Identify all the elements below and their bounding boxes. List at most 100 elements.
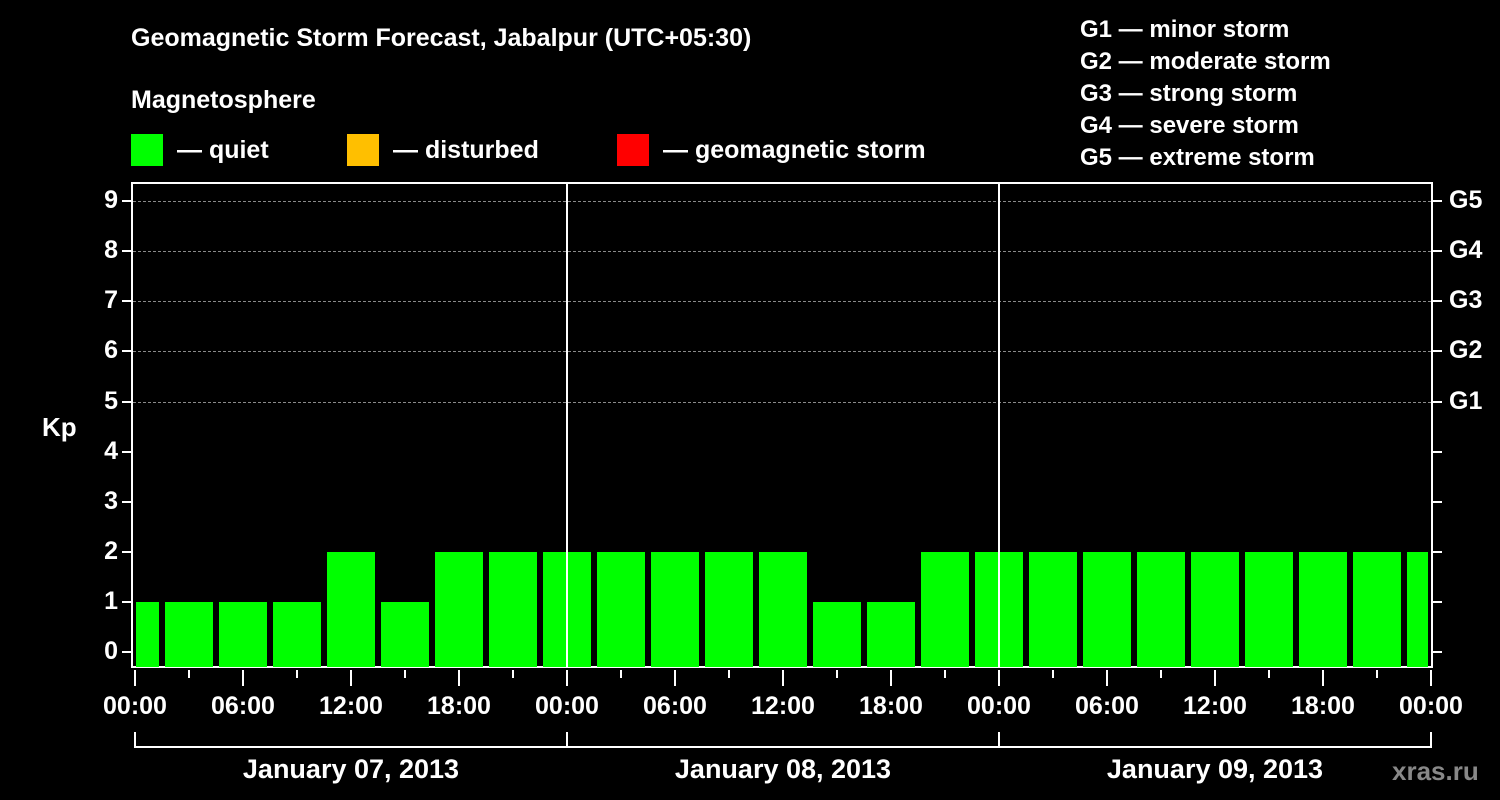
y-tick-right (1433, 250, 1442, 253)
kp-bar (219, 601, 267, 667)
day-separator (566, 183, 568, 667)
kp-bar (1353, 551, 1401, 667)
y-tick (122, 300, 131, 303)
grid-line (133, 301, 1431, 303)
y-tick-right (1433, 450, 1442, 453)
kp-bar (867, 601, 915, 667)
g-scale-list: G1 — minor storm G2 — moderate storm G3 … (1080, 14, 1331, 174)
x-tick (566, 670, 568, 686)
date-bracket-tick (566, 732, 568, 748)
x-tick (1106, 670, 1108, 686)
legend-disturbed-label: — disturbed (393, 135, 539, 164)
x-tick (296, 670, 298, 678)
y-axis-label: Kp (42, 412, 77, 442)
kp-bar (1191, 551, 1239, 667)
x-tick-label: 06:00 (1075, 692, 1139, 720)
x-tick-label: 12:00 (1183, 692, 1247, 720)
kp-bar (273, 601, 321, 667)
x-tick-label: 12:00 (319, 692, 383, 720)
y-tick (122, 550, 131, 553)
storm-swatch-icon (617, 134, 649, 166)
grid-line (133, 201, 1431, 203)
g-level-label: G4 (1449, 236, 1483, 265)
y-tick-label: 9 (104, 186, 118, 215)
kp-bar (489, 551, 537, 667)
y-tick-right (1433, 550, 1442, 553)
y-tick (122, 350, 131, 353)
plot-area (131, 182, 1433, 668)
g-scale-item: G3 — strong storm (1080, 80, 1298, 107)
y-tick-right (1433, 651, 1442, 653)
y-tick-right (1433, 350, 1442, 353)
g-level-label: G3 (1449, 286, 1483, 315)
y-tick-label: 1 (104, 586, 118, 615)
y-tick (122, 200, 131, 203)
x-tick (890, 670, 892, 686)
date-bracket-tick (134, 732, 136, 748)
x-tick-label: 00:00 (535, 692, 599, 720)
kp-bar (1029, 551, 1077, 667)
quiet-swatch-icon (131, 134, 163, 166)
x-tick (404, 670, 406, 678)
y-tick-right (1433, 200, 1442, 203)
x-tick (512, 670, 514, 678)
y-tick (122, 500, 131, 503)
y-tick (122, 651, 131, 653)
y-tick-label: 7 (104, 286, 118, 315)
grid-line (133, 251, 1431, 253)
x-tick (1430, 670, 1432, 686)
kp-bar (651, 551, 699, 667)
g-scale-item: G5 — extreme storm (1080, 144, 1315, 171)
g-level-label: G5 (1449, 186, 1483, 215)
y-tick (122, 250, 131, 253)
kp-bar (1299, 551, 1347, 667)
legend-quiet-label: — quiet (177, 135, 269, 164)
x-tick (350, 670, 352, 686)
kp-bar (327, 551, 375, 667)
x-tick (134, 670, 136, 686)
x-tick (458, 670, 460, 686)
y-tick-right (1433, 300, 1442, 303)
x-tick (836, 670, 838, 678)
x-tick (1160, 670, 1162, 678)
legend-storm: — geomagnetic storm (617, 134, 926, 166)
chart-title: Geomagnetic Storm Forecast, Jabalpur (UT… (131, 24, 752, 52)
kp-bar (136, 601, 159, 667)
legend-title: Magnetosphere (131, 86, 316, 114)
kp-bar (813, 601, 861, 667)
x-tick (674, 670, 676, 686)
date-bracket (134, 746, 1430, 748)
date-bracket-tick (1430, 732, 1432, 748)
g-scale-item: G1 — minor storm (1080, 16, 1290, 43)
x-tick (1052, 670, 1054, 678)
x-tick-label: 06:00 (643, 692, 707, 720)
x-tick-label: 00:00 (1399, 692, 1463, 720)
kp-bar (705, 551, 753, 667)
y-tick (122, 400, 131, 403)
legend-quiet: — quiet (131, 134, 269, 166)
x-tick (782, 670, 784, 686)
watermark: xras.ru (1392, 756, 1479, 786)
y-tick (122, 600, 131, 603)
y-tick-label: 4 (104, 436, 118, 465)
legend-disturbed: — disturbed (347, 134, 539, 166)
x-tick (620, 670, 622, 678)
legend-storm-label: — geomagnetic storm (663, 135, 926, 164)
x-tick (1322, 670, 1324, 686)
x-tick-label: 12:00 (751, 692, 815, 720)
x-tick-label: 00:00 (967, 692, 1031, 720)
date-label: January 08, 2013 (674, 754, 892, 784)
g-level-label: G2 (1449, 336, 1483, 365)
y-tick-label: 0 (104, 637, 118, 665)
x-tick-label: 00:00 (103, 692, 167, 720)
x-tick-label: 18:00 (1291, 692, 1355, 720)
y-tick-label: 6 (104, 336, 118, 365)
date-bracket-tick (998, 732, 1000, 748)
x-tick-label: 18:00 (859, 692, 923, 720)
x-tick (944, 670, 946, 678)
kp-bar (435, 551, 483, 667)
y-tick-right (1433, 400, 1442, 403)
x-tick (728, 670, 730, 678)
grid-line (133, 401, 1431, 403)
y-tick-right (1433, 500, 1442, 503)
